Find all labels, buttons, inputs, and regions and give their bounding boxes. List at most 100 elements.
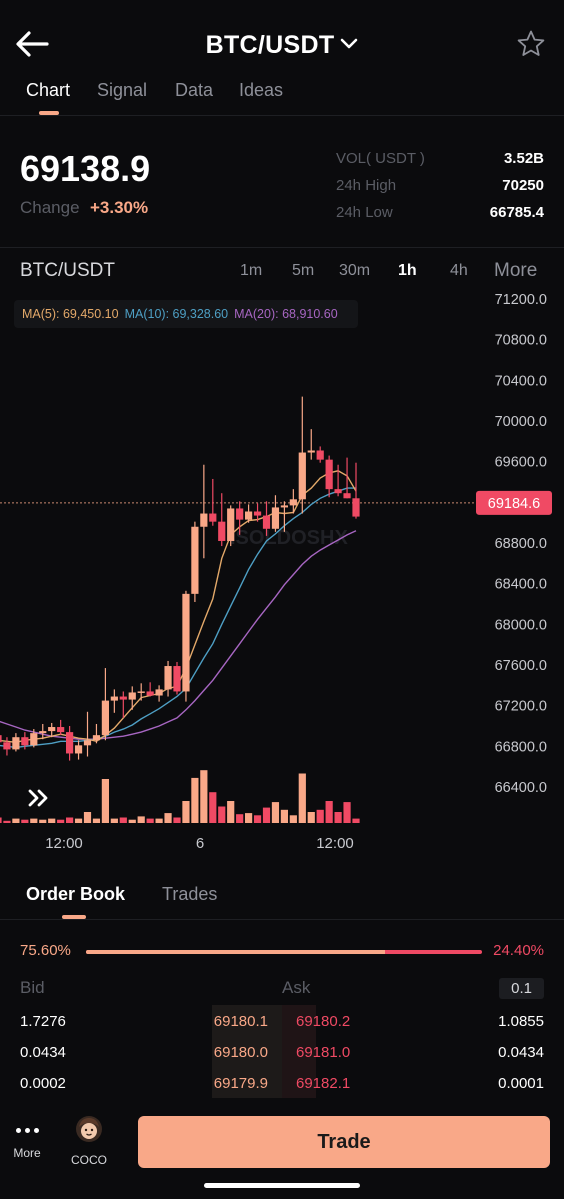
- bid-quantity: 1.7276: [20, 1013, 66, 1030]
- volume-bar: [245, 813, 253, 823]
- bid-price: 69180.0: [213, 1044, 268, 1061]
- change-label: Change: [20, 198, 80, 217]
- favorite-button[interactable]: [516, 29, 546, 59]
- candlestick-chart[interactable]: ISOLDOSHX 71200.0 70800.0 70400.0 70000.0 696…: [0, 250, 564, 870]
- ma-legend: MA(5): 69,450.10 MA(10): 69,328.60 MA(20):…: [14, 300, 358, 328]
- volume-bar: [12, 818, 20, 823]
- back-button[interactable]: [14, 28, 54, 60]
- candle-body: [30, 733, 38, 746]
- candle-body: [271, 507, 280, 529]
- y-axis-tick-label: 66400.0: [495, 780, 547, 796]
- double-chevron-right-icon: [28, 789, 48, 807]
- volume-bar: [128, 819, 136, 823]
- candle-body: [128, 692, 136, 700]
- candle-body: [92, 735, 101, 741]
- stat-value: 70250: [502, 177, 544, 194]
- candle-body: [21, 737, 29, 746]
- active-tab-indicator: [62, 915, 86, 919]
- volume-bar: [101, 779, 109, 823]
- y-axis-tick-label: 66800.0: [495, 739, 547, 755]
- pair-selector[interactable]: BTC/USDT: [0, 28, 564, 60]
- chevron-down-icon: [340, 28, 358, 57]
- volume-bar: [83, 812, 92, 823]
- chart-panel: ISOLDOSHX 71200.0 70800.0 70400.0 70000.0 696…: [0, 250, 564, 870]
- order-book-header: Bid Ask 0.1: [0, 978, 564, 1000]
- volume-bar: [155, 818, 163, 823]
- candle-body: [298, 452, 306, 500]
- trade-button[interactable]: Trade: [138, 1116, 550, 1168]
- candle-body: [325, 459, 333, 490]
- candle-body: [218, 521, 226, 541]
- volume-bar: [57, 819, 65, 823]
- ma5-value: MA(5): 69,450.10: [22, 307, 119, 321]
- tab-order-book[interactable]: Order Book: [26, 884, 126, 904]
- timeframe-more[interactable]: More: [494, 260, 538, 281]
- order-book-row[interactable]: 0.0002 69179.9 69182.1 0.0001: [0, 1067, 564, 1098]
- tab-chart[interactable]: Chart: [26, 80, 71, 100]
- timeframe-1m[interactable]: 1m: [240, 262, 263, 279]
- y-axis-tick-label: 67200.0: [495, 699, 547, 715]
- x-axis-tick-label: 6: [196, 835, 204, 852]
- candle-body: [0, 735, 2, 743]
- stat-label: 24h Low: [336, 204, 393, 221]
- timeframe-1h[interactable]: 1h: [398, 262, 417, 279]
- ratio-bar: [86, 950, 482, 954]
- more-button[interactable]: More: [8, 1119, 46, 1169]
- tab-ideas[interactable]: Ideas: [239, 80, 284, 100]
- scroll-to-latest-button[interactable]: [26, 786, 52, 810]
- coco-button[interactable]: COCO: [66, 1115, 112, 1171]
- volume-bar: [280, 809, 288, 823]
- ma20-line: [0, 530, 357, 740]
- order-book-row[interactable]: 0.0434 69180.0 69181.0 0.0434: [0, 1036, 564, 1067]
- order-book-row[interactable]: 1.7276 69180.1 69180.2 1.0855: [0, 1005, 564, 1036]
- volume-bar: [307, 812, 315, 823]
- volume-bar: [218, 806, 226, 823]
- more-label: More: [13, 1146, 41, 1160]
- timeframe-5m[interactable]: 5m: [292, 262, 315, 279]
- tab-signal[interactable]: Signal: [97, 80, 148, 100]
- stat-label: VOL( USDT ): [336, 150, 425, 167]
- volume-bar: [298, 773, 306, 823]
- bid-price: 69179.9: [213, 1075, 268, 1092]
- ask-quantity: 0.0434: [498, 1044, 544, 1061]
- candle-body: [227, 508, 235, 541]
- candle-body: [316, 450, 324, 460]
- volume-bar: [30, 818, 38, 823]
- tab-data[interactable]: Data: [175, 80, 214, 100]
- ask-ratio: 24.40%: [493, 942, 544, 959]
- bid-ratio: 75.60%: [20, 942, 71, 959]
- timeframe-4h[interactable]: 4h: [450, 262, 468, 279]
- stat-value: 66785.4: [489, 204, 544, 221]
- candle-body: [262, 515, 271, 529]
- candle-body: [280, 505, 288, 508]
- candle-body: [173, 666, 181, 692]
- y-axis-tick-label: 68400.0: [495, 577, 547, 593]
- timeframe-30m[interactable]: 30m: [339, 262, 371, 279]
- candle-body: [12, 737, 20, 750]
- volume-bar: [39, 819, 47, 823]
- bid-quantity: 0.0434: [20, 1044, 66, 1061]
- ma10-line: [0, 487, 356, 749]
- tab-trades[interactable]: Trades: [162, 884, 218, 904]
- candle-body: [39, 731, 47, 734]
- volume-bar: [182, 801, 190, 823]
- y-axis-tick-label: 70000.0: [495, 414, 547, 430]
- current-price-value: 69184.6: [488, 496, 540, 512]
- volume-bar: [119, 817, 127, 823]
- volume-bar: [271, 802, 280, 823]
- home-indicator: [204, 1183, 360, 1188]
- volume-bar: [343, 802, 351, 823]
- change-value: +3.30%: [90, 198, 149, 217]
- volume-bar: [262, 807, 271, 823]
- volume-bar: [209, 792, 217, 823]
- ask-depth-bar: [282, 1067, 316, 1098]
- ask-depth-bar: [282, 1036, 316, 1067]
- page-title: BTC/USDT: [205, 31, 335, 59]
- candle-body: [343, 493, 351, 499]
- coco-label: COCO: [71, 1153, 107, 1167]
- volume-bar: [325, 801, 333, 823]
- last-price: 69138.9: [20, 148, 151, 189]
- precision-selector[interactable]: 0.1: [499, 978, 544, 999]
- candle-body: [137, 691, 145, 693]
- top-tabs: Chart Signal Data Ideas: [0, 76, 564, 116]
